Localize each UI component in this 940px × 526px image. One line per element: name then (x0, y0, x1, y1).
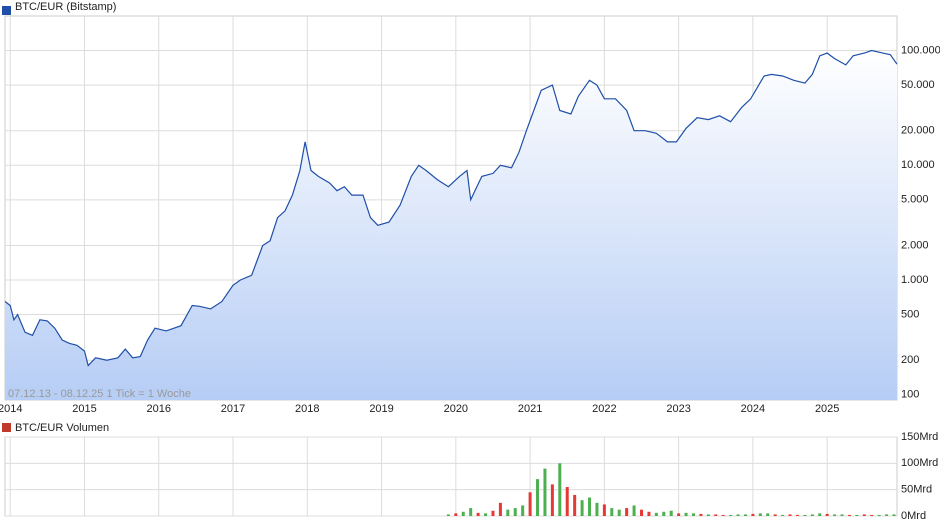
x-tick-label: 2021 (518, 403, 542, 415)
x-tick-label: 2018 (295, 403, 319, 415)
volume-bar (580, 500, 584, 516)
volume-bar (528, 492, 532, 516)
volume-bar (610, 508, 614, 516)
volume-bar (729, 514, 733, 516)
volume-bar (513, 508, 517, 516)
volume-bar (751, 513, 755, 516)
volume-bar (833, 514, 837, 516)
x-tick-label: 2014 (0, 403, 22, 415)
volume-bar (773, 514, 777, 516)
volume-bar (550, 484, 554, 516)
volume-bar (758, 513, 762, 516)
x-tick-label: 2025 (815, 403, 839, 415)
volume-bar (736, 514, 740, 516)
volume-bar (491, 510, 495, 516)
y-tick-label: 0Mrd (901, 510, 926, 522)
volume-bar (640, 509, 644, 516)
y-tick-label: 150Mrd (901, 431, 938, 443)
volume-bar (565, 487, 569, 516)
volume-bar (803, 514, 807, 516)
y-tick-label: 100Mrd (901, 457, 938, 469)
x-tick-label: 2017 (221, 403, 245, 415)
volume-bar (818, 513, 822, 516)
volume-bar (625, 508, 629, 516)
volume-bar (602, 504, 606, 516)
area-fill (5, 50, 897, 400)
y-tick-label: 50Mrd (901, 484, 932, 496)
volume-bar (825, 513, 829, 516)
price-line (4, 49, 898, 367)
volume-bar (855, 514, 859, 516)
annotation: 07.12.13 - 08.12.25 1 Tick = 1 Woche (8, 388, 191, 400)
volume-bar (781, 514, 785, 516)
volume-bar (647, 511, 651, 516)
volume-bar (847, 514, 851, 516)
volume-bar (617, 509, 621, 516)
volume-bar (862, 514, 866, 516)
y-tick-label: 100 (901, 389, 919, 401)
volume-bar (588, 497, 592, 516)
x-tick-label: 2015 (72, 403, 96, 415)
y-tick-label: 10.000 (901, 159, 935, 171)
volume-bar (795, 514, 799, 516)
volume-bar (558, 463, 562, 516)
volume-bar (691, 513, 695, 516)
volume-bar (632, 505, 636, 516)
volume-bar (721, 514, 725, 516)
x-tick-label: 2023 (666, 403, 690, 415)
volume-bar (714, 514, 718, 516)
volume-bar (840, 514, 844, 516)
volume-bar (870, 514, 874, 516)
legend-label: BTC/EUR (Bitstamp) (15, 1, 116, 13)
y-tick-label: 5.000 (901, 194, 929, 206)
volume-bar (498, 502, 502, 516)
volume-bar (810, 514, 814, 516)
volume-bar (684, 512, 688, 516)
x-tick-label: 2020 (444, 403, 468, 415)
volume-bar (536, 479, 540, 516)
volume-bar (454, 513, 458, 516)
y-tick-label: 100.000 (901, 44, 940, 56)
volume-bar (476, 512, 480, 516)
volume-bar (677, 513, 681, 516)
volume-bar (699, 513, 703, 516)
volume-bar (521, 505, 525, 516)
x-tick-label: 2019 (369, 403, 393, 415)
volume-bar (506, 509, 510, 516)
volume-bar (595, 502, 599, 516)
volume-bar (743, 514, 747, 516)
volume-bar (654, 512, 658, 516)
volume-bar (484, 513, 488, 516)
volume-bar (766, 513, 770, 516)
legend-swatch (2, 6, 11, 15)
y-tick-label: 50.000 (901, 79, 935, 91)
volume-bar (662, 511, 666, 516)
volume-bar (885, 514, 889, 516)
volume-bar (706, 514, 710, 516)
plot-area (4, 436, 898, 517)
y-tick-label: 200 (901, 354, 919, 366)
volume-bar (669, 510, 673, 516)
volume-bar (461, 511, 465, 516)
volume-bar (892, 514, 896, 516)
volume-bar (469, 508, 473, 516)
y-tick-label: 1.000 (901, 274, 929, 286)
volume-bar (446, 514, 450, 516)
y-tick-label: 2.000 (901, 239, 929, 251)
x-tick-label: 2016 (146, 403, 170, 415)
x-tick-label: 2022 (592, 403, 616, 415)
y-tick-label: 20.000 (901, 125, 935, 137)
volume-bar (573, 494, 577, 516)
volume-bar (788, 514, 792, 516)
x-tick-label: 2024 (741, 403, 765, 415)
volume-bar (543, 468, 547, 516)
volume-bar (877, 514, 881, 516)
legend-label: BTC/EUR Volumen (15, 422, 109, 434)
y-tick-label: 500 (901, 308, 919, 320)
legend-swatch (2, 423, 11, 432)
